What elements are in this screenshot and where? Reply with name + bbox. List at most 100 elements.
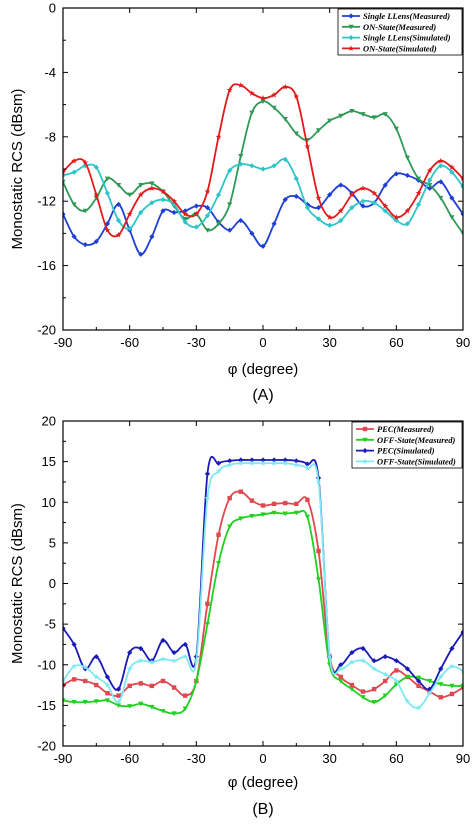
data-point <box>304 143 311 149</box>
data-point <box>427 686 433 692</box>
y-tick-label: 10 <box>42 495 56 510</box>
series-line <box>63 462 463 710</box>
data-point <box>127 683 132 689</box>
data-point <box>293 510 299 516</box>
series-off-state-measured- <box>63 509 463 717</box>
legend: Single LLens(Measured)ON-State(Measured)… <box>337 8 463 56</box>
data-point <box>449 215 455 220</box>
data-point <box>160 637 166 643</box>
data-point <box>382 182 388 188</box>
data-point <box>126 210 133 217</box>
data-point <box>293 176 299 182</box>
data-point <box>204 622 211 627</box>
data-point <box>171 649 177 656</box>
data-point <box>349 205 355 211</box>
data-point <box>438 695 443 700</box>
data-point <box>127 649 133 656</box>
data-point <box>104 674 111 680</box>
data-point <box>415 678 422 684</box>
series-line <box>63 455 463 691</box>
data-point <box>338 182 344 188</box>
data-point <box>460 629 463 635</box>
data-point <box>427 678 433 684</box>
x-tick-label: -30 <box>187 335 206 350</box>
data-point <box>360 198 366 204</box>
legend-swatch-marker <box>362 458 368 464</box>
data-point <box>238 161 244 167</box>
series-line <box>63 172 463 256</box>
data-point <box>404 674 411 680</box>
data-point <box>260 460 266 466</box>
data-point <box>293 461 300 468</box>
data-point <box>93 673 100 680</box>
y-tick-label: -8 <box>44 129 56 144</box>
data-point <box>216 532 221 537</box>
data-point <box>327 222 333 228</box>
data-point <box>371 200 377 206</box>
data-point <box>326 653 333 660</box>
data-point <box>215 561 222 566</box>
legend-swatch-marker <box>348 24 354 30</box>
data-point <box>149 234 155 240</box>
data-point <box>315 205 322 211</box>
legend-swatch-marker <box>362 437 368 443</box>
data-point <box>82 242 88 248</box>
data-point <box>82 208 88 214</box>
data-point <box>260 512 266 518</box>
data-point <box>249 457 255 463</box>
data-point <box>448 663 455 669</box>
series-line <box>63 509 463 715</box>
data-point <box>360 695 366 700</box>
data-point <box>182 219 188 225</box>
data-point <box>371 686 377 692</box>
data-point <box>282 511 288 517</box>
data-point <box>71 157 78 164</box>
data-point <box>182 641 188 648</box>
data-point <box>371 115 377 121</box>
x-axis-label: φ (degree) <box>228 361 299 378</box>
data-point <box>105 690 110 696</box>
data-point <box>71 202 77 208</box>
data-point <box>238 489 243 494</box>
x-tick-label: 0 <box>259 335 266 350</box>
data-point <box>94 682 99 688</box>
series-pec-simulated- <box>63 455 463 692</box>
data-point <box>415 176 422 182</box>
data-point <box>437 157 444 164</box>
y-tick-label: 0 <box>49 1 56 16</box>
data-point <box>226 461 233 468</box>
data-point <box>249 163 255 169</box>
data-point <box>249 110 255 116</box>
data-point <box>460 175 463 182</box>
y-tick-label: -4 <box>44 65 56 80</box>
data-point <box>63 172 66 179</box>
data-point <box>93 238 99 245</box>
legend-swatch-marker <box>362 448 368 454</box>
x-tick-label: 60 <box>389 335 403 350</box>
data-point <box>449 691 455 697</box>
legend: PEC(Measured)OFF-State(Measured)PEC(Simu… <box>351 421 463 469</box>
data-point <box>104 227 111 233</box>
data-point <box>304 514 311 520</box>
data-point <box>83 678 88 684</box>
data-point <box>193 210 200 217</box>
data-point <box>215 133 222 140</box>
x-tick-label: 90 <box>456 751 470 766</box>
legend-entry-label: OFF-State(Simulated) <box>377 456 456 466</box>
data-point <box>371 190 378 196</box>
data-point <box>115 217 122 224</box>
y-tick-label: 15 <box>42 454 56 469</box>
data-point <box>63 211 66 217</box>
data-point <box>393 171 399 177</box>
data-point <box>126 665 133 672</box>
x-tick-label: -60 <box>120 751 139 766</box>
data-point <box>348 191 355 198</box>
data-point <box>393 214 400 220</box>
data-point <box>63 677 66 684</box>
data-point <box>115 686 122 692</box>
data-point <box>104 176 111 182</box>
data-point <box>193 203 199 209</box>
data-point <box>360 185 366 191</box>
data-point <box>393 126 399 132</box>
